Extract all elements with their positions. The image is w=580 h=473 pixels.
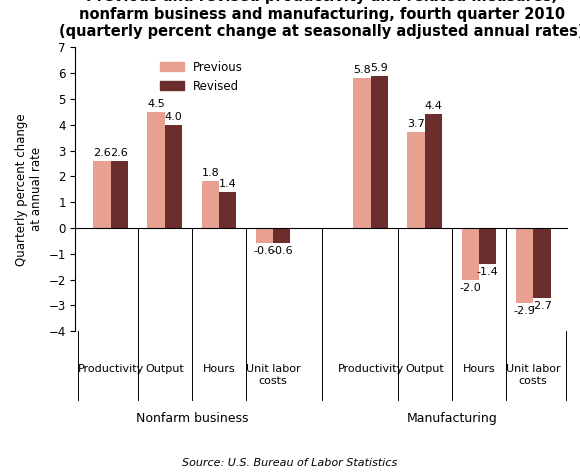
Bar <box>479 228 496 264</box>
Bar <box>425 114 442 228</box>
Bar <box>462 228 479 280</box>
Bar <box>516 228 533 303</box>
Text: -1.4: -1.4 <box>477 267 499 277</box>
Text: Nonfarm business: Nonfarm business <box>136 412 248 424</box>
Text: Productivity: Productivity <box>338 364 404 374</box>
Bar <box>165 125 182 228</box>
Text: Productivity: Productivity <box>78 364 144 374</box>
Bar <box>408 132 425 228</box>
Text: Unit labor
costs: Unit labor costs <box>506 364 560 386</box>
Text: 4.0: 4.0 <box>165 112 182 122</box>
Bar <box>256 228 273 244</box>
Bar <box>533 228 550 298</box>
Text: 5.8: 5.8 <box>353 65 371 75</box>
Legend: Previous, Revised: Previous, Revised <box>155 56 248 97</box>
Text: Output: Output <box>405 364 444 374</box>
Bar <box>147 112 165 228</box>
Text: Unit labor
costs: Unit labor costs <box>246 364 300 386</box>
Text: 2.6: 2.6 <box>110 148 128 158</box>
Text: 3.7: 3.7 <box>407 119 425 129</box>
Bar <box>273 228 291 244</box>
Bar <box>371 76 388 228</box>
Text: Hours: Hours <box>202 364 235 374</box>
Text: 5.9: 5.9 <box>371 62 388 72</box>
Text: -2.0: -2.0 <box>459 282 481 293</box>
Bar <box>353 78 371 228</box>
Text: -2.9: -2.9 <box>513 306 535 316</box>
Text: -0.6: -0.6 <box>253 246 276 256</box>
Text: 4.4: 4.4 <box>425 101 443 111</box>
Bar <box>202 182 219 228</box>
Text: Output: Output <box>146 364 184 374</box>
Y-axis label: Quarterly percent change
at annual rate: Quarterly percent change at annual rate <box>14 113 43 265</box>
Title: Previous and revised productivity and related measures,
nonfarm business and man: Previous and revised productivity and re… <box>59 0 580 39</box>
Bar <box>111 161 128 228</box>
Text: 4.5: 4.5 <box>147 99 165 109</box>
Text: Source: U.S. Bureau of Labor Statistics: Source: U.S. Bureau of Labor Statistics <box>182 458 398 468</box>
Text: Hours: Hours <box>463 364 495 374</box>
Text: 2.6: 2.6 <box>93 148 111 158</box>
Bar <box>219 192 236 228</box>
Text: -2.7: -2.7 <box>531 301 553 311</box>
Text: Manufacturing: Manufacturing <box>407 412 497 424</box>
Text: 1.4: 1.4 <box>219 179 237 189</box>
Text: -0.6: -0.6 <box>271 246 293 256</box>
Bar <box>93 161 111 228</box>
Text: 1.8: 1.8 <box>201 168 219 178</box>
